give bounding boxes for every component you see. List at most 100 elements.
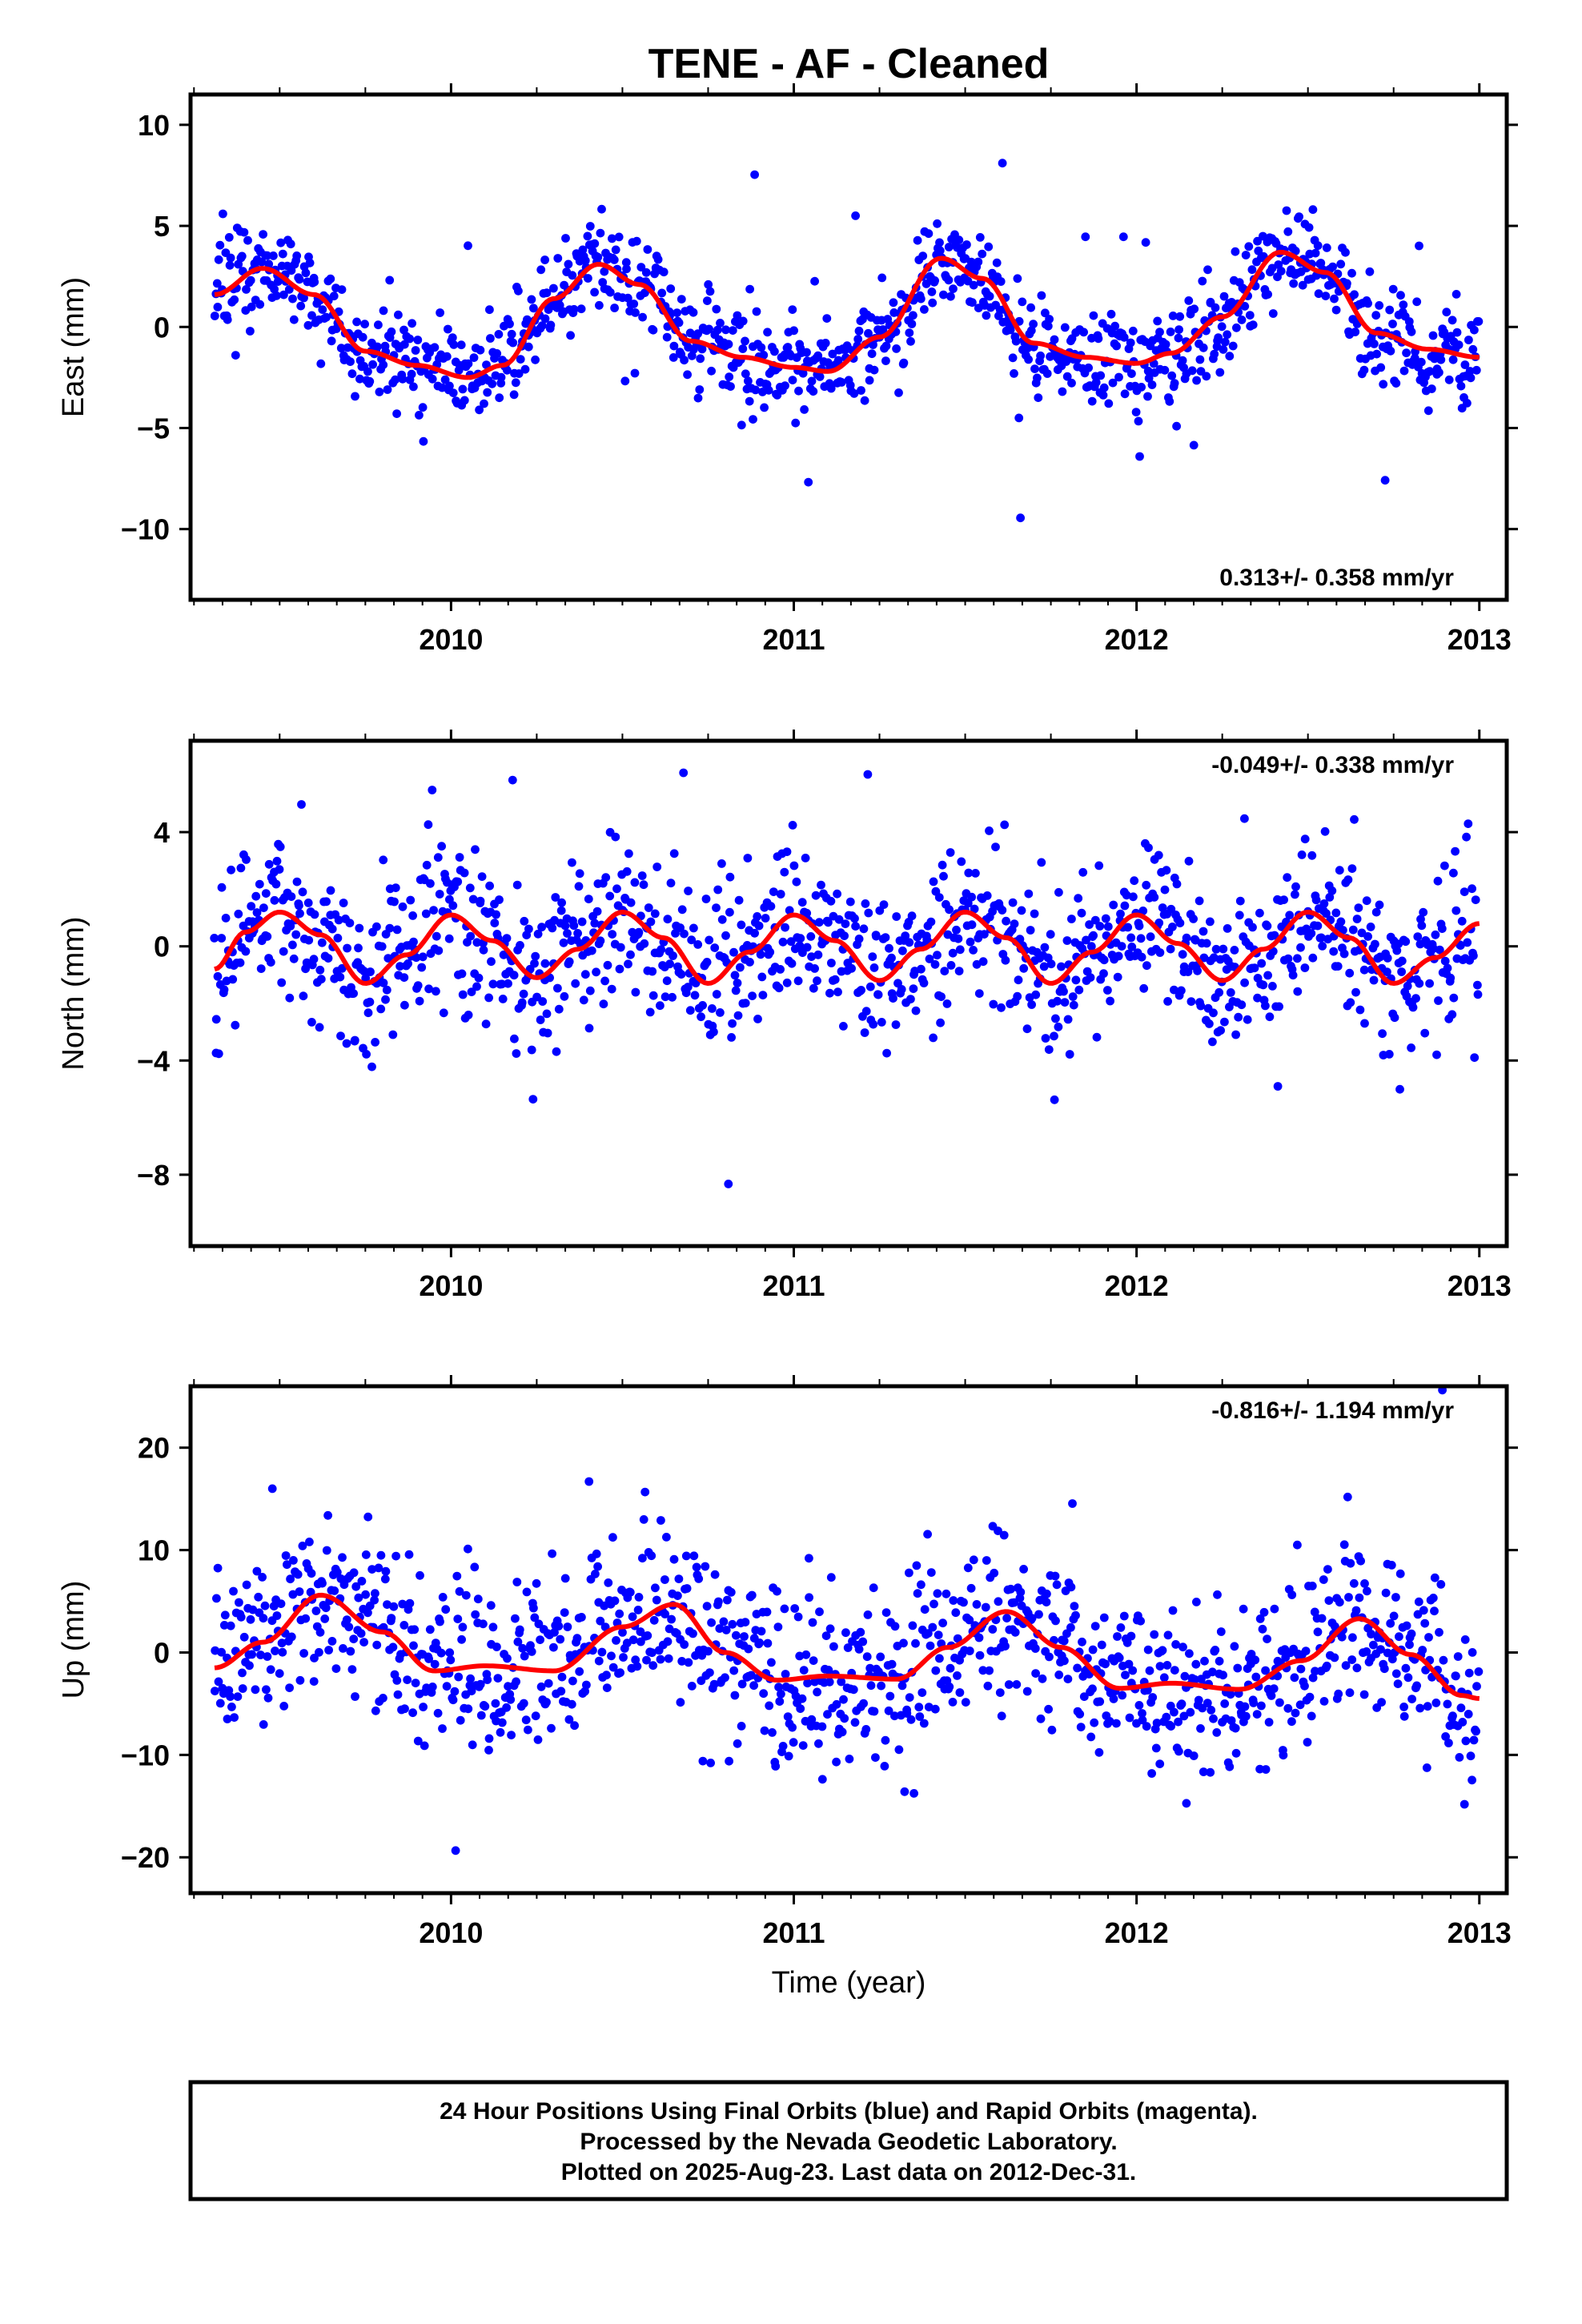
up-data-point xyxy=(1209,1714,1218,1723)
up-data-point xyxy=(1339,1540,1349,1550)
east-data-point xyxy=(1474,317,1484,326)
up-data-point xyxy=(995,1688,1005,1698)
up-data-point xyxy=(506,1695,516,1704)
up-data-point xyxy=(480,1702,490,1711)
up-data-point xyxy=(762,1607,772,1617)
up-data-point xyxy=(945,1682,954,1691)
north-data-point xyxy=(745,958,754,967)
up-data-point xyxy=(271,1647,279,1655)
up-data-point xyxy=(920,1605,930,1614)
up-data-point xyxy=(354,1593,363,1602)
up-data-point xyxy=(295,1675,305,1685)
north-data-point xyxy=(1163,997,1172,1006)
east-data-point xyxy=(1350,290,1359,300)
up-data-point xyxy=(1418,1646,1427,1655)
east-data-point xyxy=(857,386,865,395)
east-data-point xyxy=(1223,330,1232,340)
north-data-point xyxy=(1265,1012,1275,1022)
up-data-point xyxy=(777,1689,785,1699)
east-data-point xyxy=(1225,352,1235,361)
north-data-point xyxy=(1086,973,1095,982)
up-data-point xyxy=(866,1681,876,1691)
east-data-point xyxy=(636,263,646,271)
north-data-point xyxy=(802,943,812,952)
up-data-point xyxy=(638,1554,647,1563)
east-data-point xyxy=(444,324,452,334)
up-data-point xyxy=(213,1563,223,1573)
north-data-point xyxy=(830,975,840,984)
up-data-point xyxy=(413,1736,423,1746)
up-data-point xyxy=(661,1610,669,1618)
east-data-point xyxy=(1219,345,1228,354)
east-data-point xyxy=(996,277,1006,286)
east-data-point xyxy=(1282,206,1291,215)
north-data-point xyxy=(1059,987,1068,996)
east-data-point xyxy=(788,376,797,384)
up-data-point xyxy=(803,1679,812,1688)
up-data-point xyxy=(719,1617,729,1626)
up-data-point xyxy=(1186,1707,1195,1717)
north-data-point xyxy=(1320,826,1330,836)
up-data-point xyxy=(1219,1671,1227,1680)
up-data-point xyxy=(917,1580,926,1590)
up-data-point xyxy=(281,1551,291,1560)
north-data-point xyxy=(1419,907,1428,917)
up-data-point xyxy=(1155,1759,1165,1769)
up-data-point xyxy=(926,1568,936,1577)
east-data-point xyxy=(398,374,408,384)
up-data-point xyxy=(1240,1702,1250,1711)
north-data-point xyxy=(256,964,266,973)
east-data-point xyxy=(529,304,538,313)
up-x-tick-label: 2011 xyxy=(762,1916,825,1949)
north-data-point xyxy=(796,934,805,943)
up-data-point xyxy=(1270,1604,1279,1614)
up-data-point xyxy=(511,1614,520,1623)
north-ticks xyxy=(179,730,1518,1257)
north-data-point xyxy=(1383,967,1391,976)
north-data-point xyxy=(936,1018,945,1027)
north-data-point xyxy=(388,1030,398,1039)
up-data-point xyxy=(808,1618,817,1627)
up-data-point xyxy=(1360,1579,1369,1588)
north-data-point xyxy=(685,1006,695,1015)
up-data-point xyxy=(453,1614,463,1623)
north-data-point xyxy=(1175,919,1185,927)
east-data-point xyxy=(927,287,937,296)
east-data-point xyxy=(400,325,408,335)
north-data-point xyxy=(1010,919,1019,928)
up-data-point xyxy=(1290,1673,1299,1683)
east-data-point xyxy=(1298,280,1307,290)
up-data-point xyxy=(568,1676,577,1686)
east-data-point xyxy=(894,388,903,397)
east-data-point xyxy=(609,255,619,264)
up-data-point xyxy=(289,1556,298,1565)
north-y-tick-label: −8 xyxy=(137,1159,170,1192)
east-data-point xyxy=(605,287,615,297)
up-data-point xyxy=(710,1570,720,1579)
north-data-point xyxy=(288,940,297,950)
east-data-point xyxy=(918,251,928,260)
east-data-point xyxy=(1081,232,1090,242)
east-data-point xyxy=(279,290,288,300)
up-y-tick-label: −20 xyxy=(121,1841,170,1874)
east-data-point xyxy=(1245,311,1255,320)
north-data-point xyxy=(989,999,998,1009)
east-data-point xyxy=(215,240,225,250)
north-data-point xyxy=(383,954,393,963)
up-data-point xyxy=(1158,1646,1167,1655)
north-data-point xyxy=(1300,963,1310,972)
north-data-point xyxy=(362,1050,371,1059)
east-data-point xyxy=(975,233,985,242)
east-data-point xyxy=(1423,406,1433,416)
up-y-tick-label: 20 xyxy=(138,1432,170,1465)
east-data-point xyxy=(230,295,239,304)
east-data-point xyxy=(514,286,523,296)
north-data-point xyxy=(596,936,605,946)
north-data-point xyxy=(317,938,327,947)
north-data-point xyxy=(247,902,256,911)
north-data-point xyxy=(1095,922,1105,931)
up-data-point xyxy=(536,1682,546,1691)
up-data-point xyxy=(1391,1669,1401,1679)
east-data-point xyxy=(1416,357,1426,367)
east-data-point xyxy=(1465,367,1475,376)
